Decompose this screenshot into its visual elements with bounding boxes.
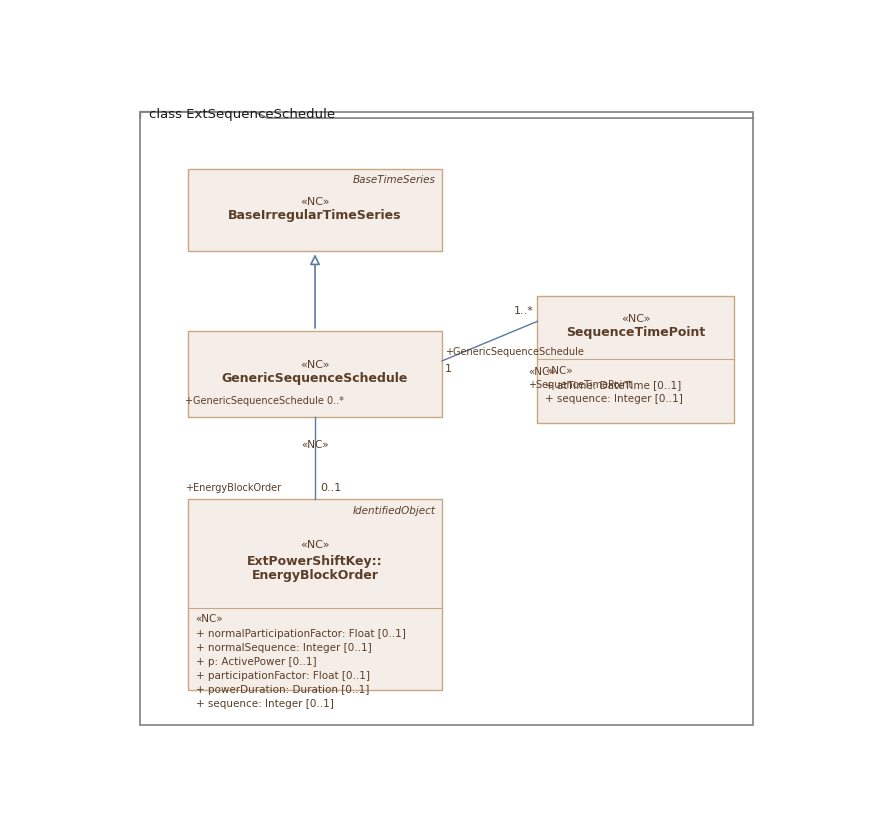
Text: + participationFactor: Float [0..1]: + participationFactor: Float [0..1] bbox=[196, 671, 369, 681]
Text: 1: 1 bbox=[445, 364, 452, 374]
Text: SequenceTimePoint: SequenceTimePoint bbox=[566, 326, 705, 339]
Text: + powerDuration: Duration [0..1]: + powerDuration: Duration [0..1] bbox=[196, 685, 369, 695]
Text: «NC»: «NC» bbox=[196, 614, 223, 625]
Text: +EnergyBlockOrder: +EnergyBlockOrder bbox=[185, 483, 281, 493]
Text: + sequence: Integer [0..1]: + sequence: Integer [0..1] bbox=[196, 699, 333, 709]
Bar bbox=[188, 499, 442, 690]
Text: «NC»: «NC» bbox=[300, 197, 330, 207]
Text: BaseTimeSeries: BaseTimeSeries bbox=[353, 175, 436, 186]
Text: 1..*: 1..* bbox=[514, 306, 535, 316]
Text: EnergyBlockOrder: EnergyBlockOrder bbox=[251, 568, 379, 582]
Text: «NC»: «NC» bbox=[301, 441, 329, 450]
Text: + sequence: Integer [0..1]: + sequence: Integer [0..1] bbox=[545, 394, 682, 404]
Text: BaseIrregularTimeSeries: BaseIrregularTimeSeries bbox=[228, 209, 402, 222]
Text: ExtPowerShiftKey::: ExtPowerShiftKey:: bbox=[248, 554, 383, 568]
Bar bbox=[188, 169, 442, 252]
Text: + normalParticipationFactor: Float [0..1]: + normalParticipationFactor: Float [0..1… bbox=[196, 629, 405, 639]
Text: «NC»: «NC» bbox=[528, 367, 556, 377]
Text: + atTime: DateTime [0..1]: + atTime: DateTime [0..1] bbox=[545, 380, 682, 390]
Bar bbox=[188, 331, 442, 417]
Text: +SequenceTimePoint: +SequenceTimePoint bbox=[528, 380, 633, 390]
Text: 0..1: 0..1 bbox=[320, 483, 341, 493]
Text: class ExtSequenceSchedule: class ExtSequenceSchedule bbox=[149, 108, 335, 121]
Text: «NC»: «NC» bbox=[621, 314, 651, 324]
Text: IdentifiedObject: IdentifiedObject bbox=[353, 506, 436, 516]
Text: «NC»: «NC» bbox=[545, 365, 572, 376]
Text: +GenericSequenceSchedule: +GenericSequenceSchedule bbox=[445, 347, 584, 357]
Text: +GenericSequenceSchedule 0..*: +GenericSequenceSchedule 0..* bbox=[185, 396, 344, 406]
Bar bbox=[537, 296, 734, 423]
Text: + p: ActivePower [0..1]: + p: ActivePower [0..1] bbox=[196, 657, 316, 667]
Text: «NC»: «NC» bbox=[300, 540, 330, 550]
Text: GenericSequenceSchedule: GenericSequenceSchedule bbox=[222, 372, 409, 385]
Text: «NC»: «NC» bbox=[300, 361, 330, 370]
Text: + normalSequence: Integer [0..1]: + normalSequence: Integer [0..1] bbox=[196, 643, 371, 653]
